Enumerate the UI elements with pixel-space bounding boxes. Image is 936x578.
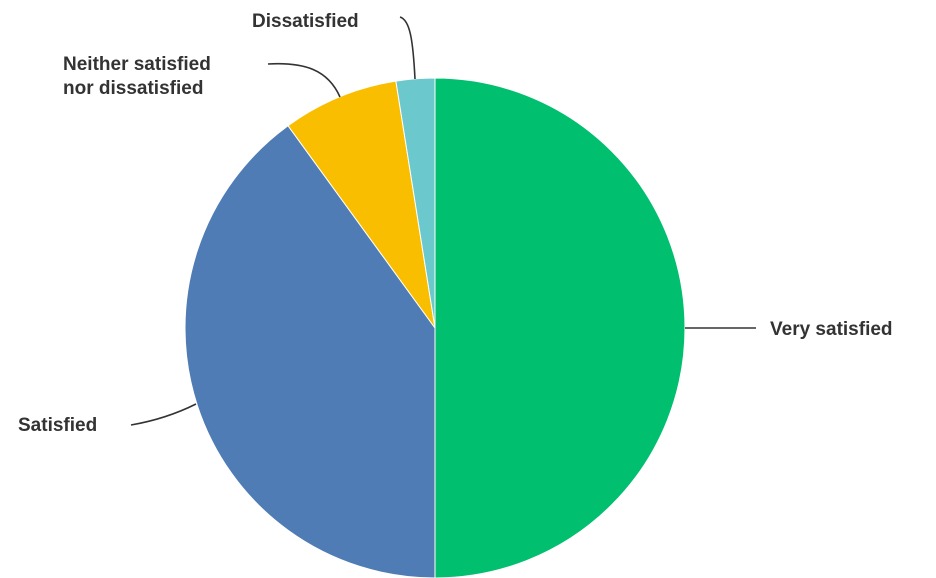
slice-label-line: Neither satisfied — [63, 54, 211, 75]
slice-label-line: Satisfied — [18, 415, 97, 436]
slice-label-line: nor dissatisfied — [63, 78, 203, 99]
slice-label-line: Very satisfied — [770, 319, 893, 340]
leader-line-dissatisfied — [399, 16, 416, 80]
pie-slice-very-satisfied — [434, 77, 686, 578]
pie-slice-satisfied — [184, 125, 436, 578]
leader-line-satisfied — [130, 403, 197, 426]
slice-label-neither: Neither satisfied nor dissatisfied — [63, 54, 211, 99]
slice-labels: Very satisfied Satisfied Neither satisfi… — [18, 11, 893, 436]
slice-label-satisfied: Satisfied — [18, 415, 97, 436]
pie-slices — [184, 77, 686, 578]
leader-line-neither — [267, 62, 341, 98]
leader-lines — [130, 16, 756, 426]
slice-label-very-satisfied: Very satisfied — [770, 319, 893, 340]
slice-label-line: Dissatisfied — [252, 11, 359, 32]
slice-label-dissatisfied: Dissatisfied — [252, 11, 359, 32]
